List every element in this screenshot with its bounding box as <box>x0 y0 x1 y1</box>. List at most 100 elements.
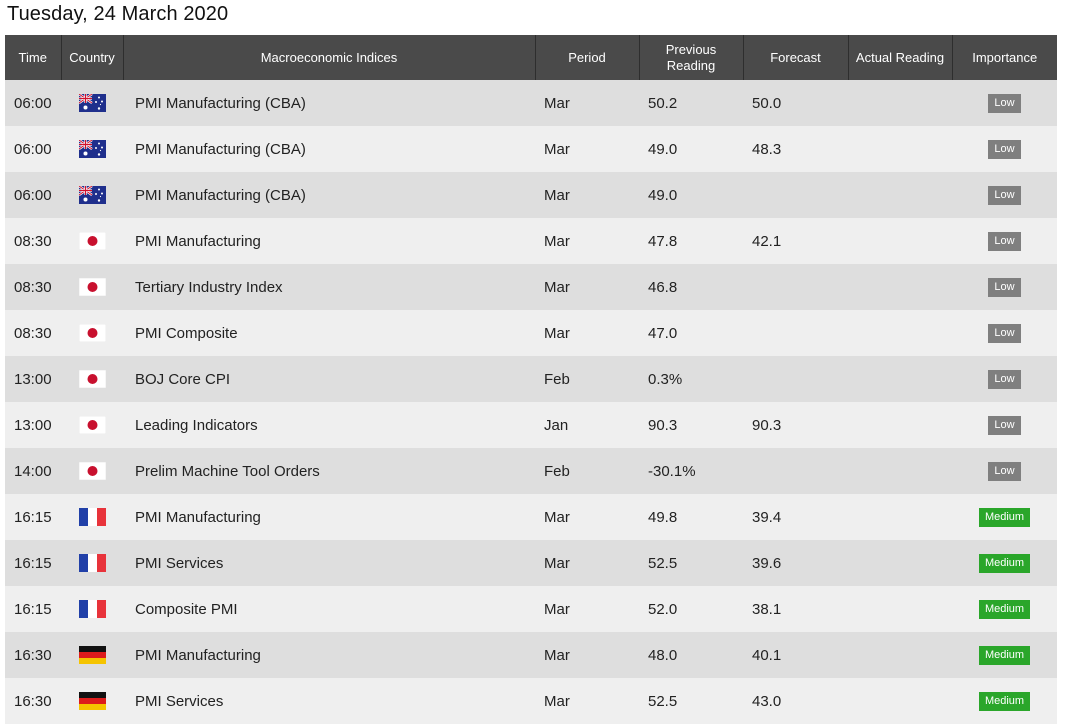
header-country[interactable]: Country <box>61 35 124 80</box>
header-time[interactable]: Time <box>5 35 62 80</box>
event-indicator[interactable]: PMI Composite <box>123 310 535 356</box>
header-importance[interactable]: Importance <box>952 35 1057 80</box>
event-time: 16:15 <box>5 586 61 632</box>
event-country <box>61 448 123 494</box>
event-actual <box>848 172 952 218</box>
event-indicator[interactable]: PMI Services <box>123 678 535 724</box>
header-period[interactable]: Period <box>535 35 640 80</box>
event-previous: 0.3% <box>639 356 743 402</box>
event-time: 16:30 <box>5 678 61 724</box>
france-flag-icon <box>78 600 106 619</box>
importance-badge: Low <box>988 462 1021 481</box>
table-row[interactable]: 16:15 Composite PMI Mar 52.0 38.1 Medium <box>5 586 1057 632</box>
event-time: 13:00 <box>5 402 61 448</box>
event-previous: 52.0 <box>639 586 743 632</box>
table-header: Time Country Macroeconomic Indices Perio… <box>5 35 1057 80</box>
event-indicator[interactable]: PMI Manufacturing <box>123 494 535 540</box>
event-indicator[interactable]: Composite PMI <box>123 586 535 632</box>
event-actual <box>848 632 952 678</box>
event-actual <box>848 540 952 586</box>
event-forecast <box>743 172 848 218</box>
event-period: Mar <box>535 494 639 540</box>
table-row[interactable]: 13:00 BOJ Core CPI Feb 0.3% Low <box>5 356 1057 402</box>
table-row[interactable]: 06:00 PMI Manufacturing (CBA) Mar 50.2 5… <box>5 80 1057 126</box>
table-row[interactable]: 06:00 PMI Manufacturing (CBA) Mar 49.0 L… <box>5 172 1057 218</box>
japan-flag-icon <box>78 416 106 435</box>
event-indicator[interactable]: PMI Services <box>123 540 535 586</box>
table-row[interactable]: 16:15 PMI Manufacturing Mar 49.8 39.4 Me… <box>5 494 1057 540</box>
event-previous: 47.0 <box>639 310 743 356</box>
importance-badge: Medium <box>978 692 1031 711</box>
japan-flag-icon <box>78 232 106 251</box>
event-previous: 48.0 <box>639 632 743 678</box>
event-indicator[interactable]: PMI Manufacturing (CBA) <box>123 80 535 126</box>
event-period: Mar <box>535 80 639 126</box>
event-indicator[interactable]: PMI Manufacturing <box>123 218 535 264</box>
event-previous: 90.3 <box>639 402 743 448</box>
event-indicator[interactable]: Tertiary Industry Index <box>123 264 535 310</box>
table-row[interactable]: 14:00 Prelim Machine Tool Orders Feb -30… <box>5 448 1057 494</box>
header-indicator[interactable]: Macroeconomic Indices <box>123 35 536 80</box>
event-importance: Low <box>952 80 1057 126</box>
event-time: 08:30 <box>5 310 61 356</box>
event-time: 14:00 <box>5 448 61 494</box>
event-indicator[interactable]: PMI Manufacturing (CBA) <box>123 172 535 218</box>
event-period: Mar <box>535 586 639 632</box>
event-actual <box>848 494 952 540</box>
event-period: Feb <box>535 448 639 494</box>
event-actual <box>848 586 952 632</box>
importance-badge: Low <box>988 232 1021 251</box>
importance-badge: Low <box>988 186 1021 205</box>
event-previous: 49.8 <box>639 494 743 540</box>
event-previous: 49.0 <box>639 126 743 172</box>
table-row[interactable]: 06:00 PMI Manufacturing (CBA) Mar 49.0 4… <box>5 126 1057 172</box>
table-row[interactable]: 16:30 PMI Services Mar 52.5 43.0 Medium <box>5 678 1057 724</box>
event-importance: Low <box>952 448 1057 494</box>
event-country <box>61 310 123 356</box>
event-forecast <box>743 356 848 402</box>
event-country <box>61 218 123 264</box>
event-forecast <box>743 264 848 310</box>
importance-badge: Low <box>988 278 1021 297</box>
table-row[interactable]: 16:30 PMI Manufacturing Mar 48.0 40.1 Me… <box>5 632 1057 678</box>
event-time: 06:00 <box>5 126 61 172</box>
event-actual <box>848 448 952 494</box>
event-country <box>61 494 123 540</box>
event-forecast <box>743 448 848 494</box>
event-time: 13:00 <box>5 356 61 402</box>
importance-badge: Medium <box>978 508 1031 527</box>
header-actual[interactable]: Actual Reading <box>848 35 953 80</box>
event-forecast: 90.3 <box>743 402 848 448</box>
event-forecast: 48.3 <box>743 126 848 172</box>
event-country <box>61 402 123 448</box>
event-period: Mar <box>535 218 639 264</box>
importance-badge: Low <box>988 140 1021 159</box>
event-indicator[interactable]: BOJ Core CPI <box>123 356 535 402</box>
importance-badge: Low <box>988 416 1021 435</box>
event-country <box>61 540 123 586</box>
importance-badge: Medium <box>978 646 1031 665</box>
table-row[interactable]: 08:30 PMI Manufacturing Mar 47.8 42.1 Lo… <box>5 218 1057 264</box>
table-row[interactable]: 08:30 Tertiary Industry Index Mar 46.8 L… <box>5 264 1057 310</box>
event-previous: 46.8 <box>639 264 743 310</box>
event-period: Mar <box>535 632 639 678</box>
event-country <box>61 172 123 218</box>
table-row[interactable]: 13:00 Leading Indicators Jan 90.3 90.3 L… <box>5 402 1057 448</box>
event-indicator[interactable]: PMI Manufacturing (CBA) <box>123 126 535 172</box>
table-row[interactable]: 16:15 PMI Services Mar 52.5 39.6 Medium <box>5 540 1057 586</box>
event-indicator[interactable]: PMI Manufacturing <box>123 632 535 678</box>
event-actual <box>848 356 952 402</box>
header-previous[interactable]: Previous Reading <box>639 35 744 80</box>
event-time: 08:30 <box>5 264 61 310</box>
event-previous: -30.1% <box>639 448 743 494</box>
event-indicator[interactable]: Prelim Machine Tool Orders <box>123 448 535 494</box>
japan-flag-icon <box>78 324 106 343</box>
japan-flag-icon <box>78 462 106 481</box>
event-actual <box>848 678 952 724</box>
event-indicator[interactable]: Leading Indicators <box>123 402 535 448</box>
event-importance: Medium <box>952 678 1057 724</box>
table-row[interactable]: 08:30 PMI Composite Mar 47.0 Low <box>5 310 1057 356</box>
event-country <box>61 80 123 126</box>
header-forecast[interactable]: Forecast <box>743 35 849 80</box>
japan-flag-icon <box>78 370 106 389</box>
